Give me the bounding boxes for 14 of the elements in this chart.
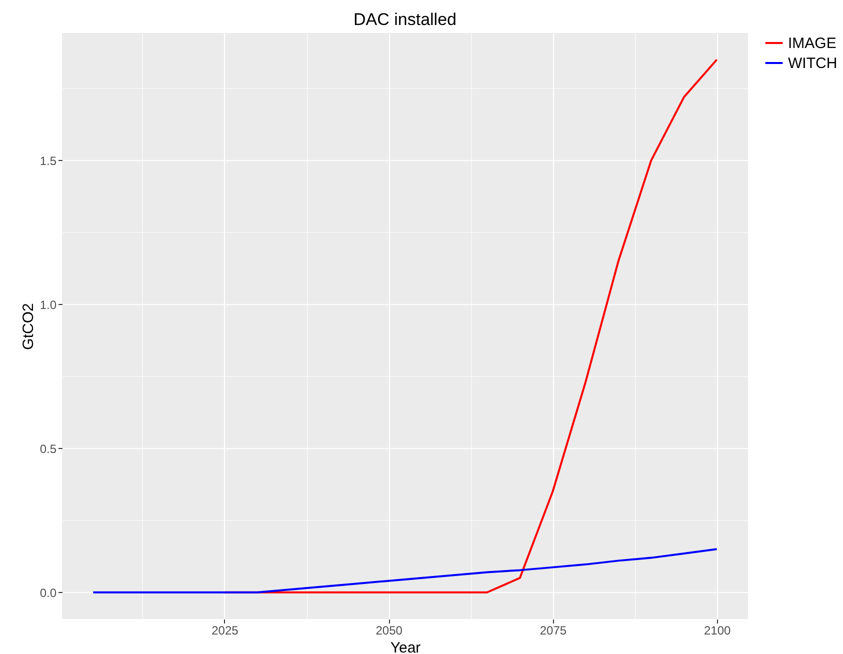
y-tick-label: 0.0 [40,586,57,600]
y-tick-label: 1.5 [40,154,57,168]
y-axis-title: GtCO2 [20,303,37,350]
legend-label: WITCH [788,55,838,72]
legend-label: IMAGE [788,35,836,52]
chart-title: DAC installed [354,10,456,29]
x-tick-label: 2100 [704,624,731,638]
x-tick-label: 2050 [376,624,403,638]
y-tick-label: 1.0 [40,298,57,312]
x-tick-label: 2075 [540,624,567,638]
y-tick-label: 0.5 [40,442,57,456]
x-axis-title: Year [390,640,421,654]
line-series [92,548,718,594]
x-tick-label: 2025 [212,624,239,638]
